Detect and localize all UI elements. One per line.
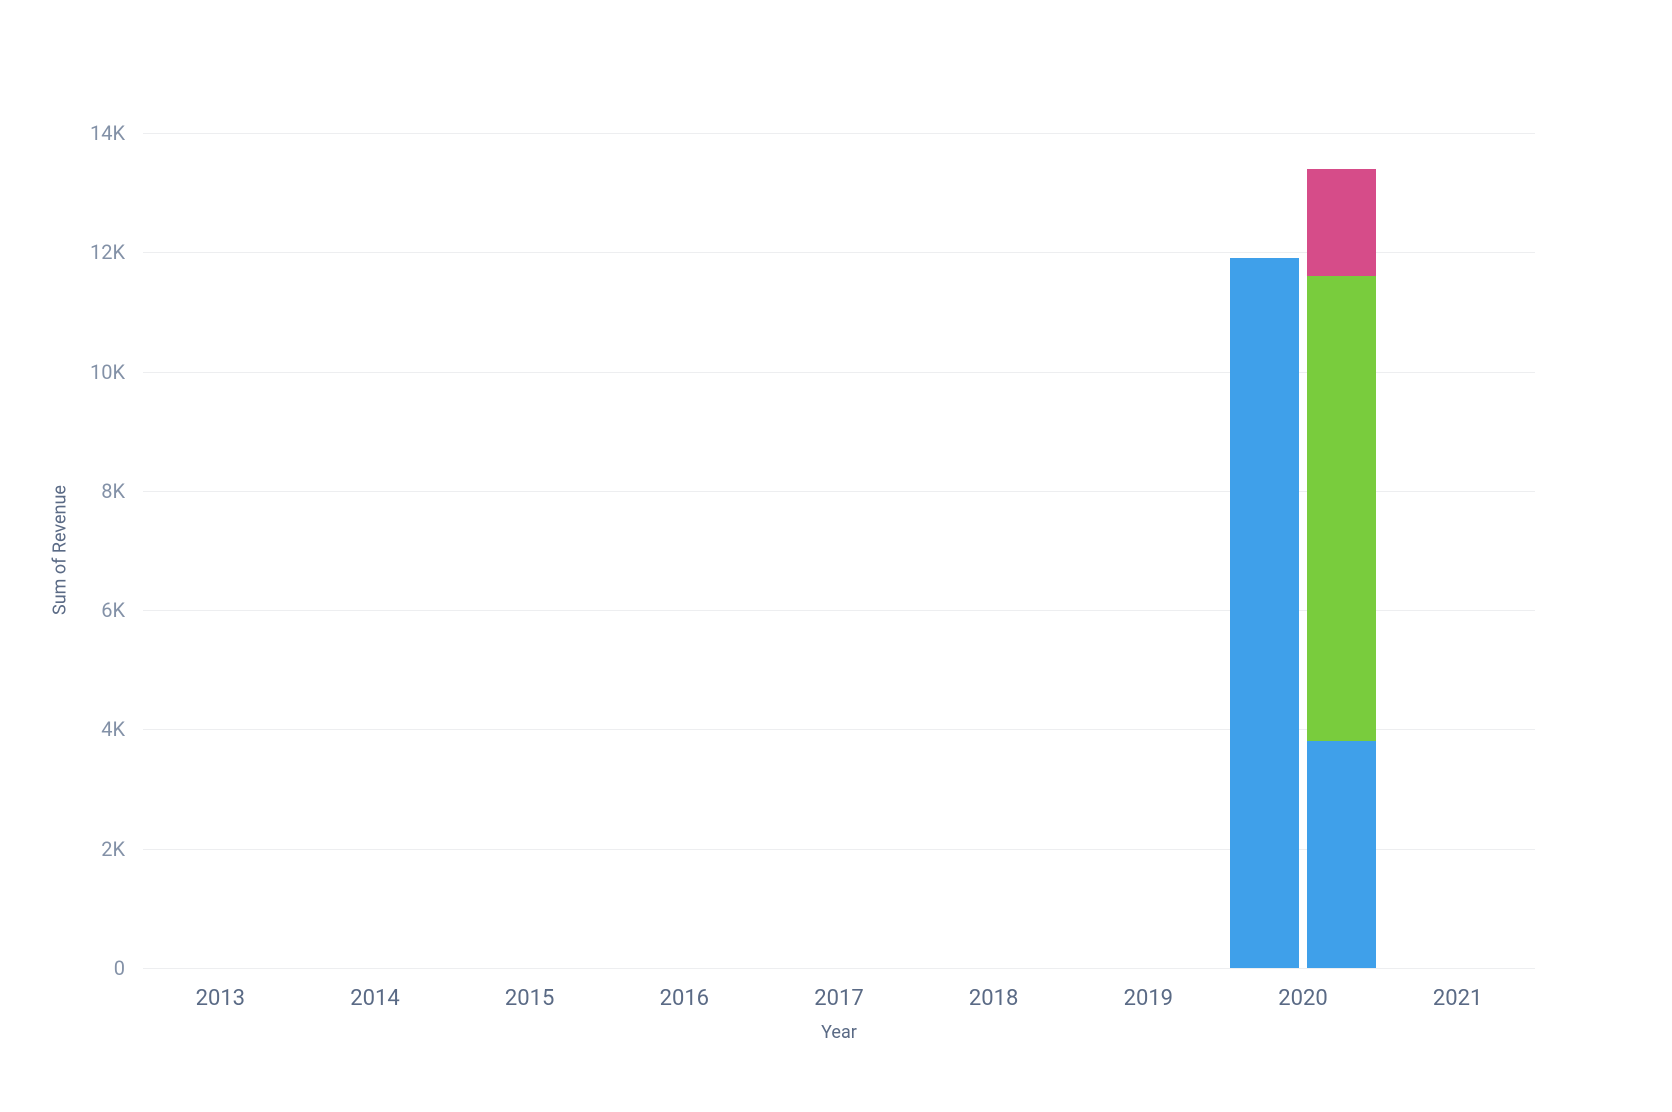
x-tick-label: 2018 (969, 986, 1018, 1011)
x-tick-label: 2014 (350, 986, 399, 1011)
x-tick-label: 2021 (1433, 986, 1482, 1011)
y-tick-label: 12K (90, 240, 125, 264)
y-tick-label: 0 (114, 956, 125, 980)
y-tick-label: 10K (90, 360, 125, 384)
revenue-chart: Sum of Revenue Year 02K4K6K8K10K12K14K20… (0, 0, 1672, 1112)
y-axis-title: Sum of Revenue (50, 485, 71, 615)
y-tick-label: 14K (90, 121, 125, 145)
x-axis-title: Year (821, 1022, 857, 1043)
y-tick-label: 6K (101, 598, 125, 622)
gridline (143, 968, 1535, 969)
x-tick-label: 2019 (1124, 986, 1173, 1011)
x-tick-label: 2017 (814, 986, 863, 1011)
y-tick-label: 2K (101, 837, 125, 861)
bar-stack (1307, 169, 1377, 968)
bar-segment (1230, 258, 1300, 968)
x-tick-label: 2016 (660, 986, 709, 1011)
gridline (143, 133, 1535, 134)
bar-segment (1307, 741, 1377, 968)
bar-segment (1307, 169, 1377, 276)
y-tick-label: 8K (101, 479, 125, 503)
x-tick-label: 2015 (505, 986, 554, 1011)
x-tick-label: 2020 (1278, 986, 1327, 1011)
y-tick-label: 4K (101, 717, 125, 741)
bar-segment (1307, 276, 1377, 741)
x-tick-label: 2013 (196, 986, 245, 1011)
plot-area: 02K4K6K8K10K12K14K2013201420152016201720… (143, 133, 1535, 968)
bar-stack (1230, 258, 1300, 968)
